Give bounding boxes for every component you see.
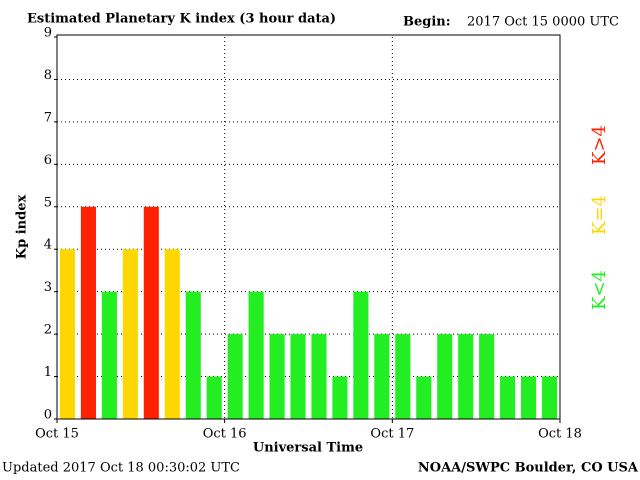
bar bbox=[227, 334, 243, 419]
bar bbox=[269, 334, 285, 419]
bar bbox=[101, 291, 117, 419]
x-axis-label: Universal Time bbox=[253, 441, 363, 456]
bar bbox=[395, 334, 411, 419]
begin-value: 2017 Oct 15 0000 UTC bbox=[467, 15, 619, 30]
x-tick-label: Oct 16 bbox=[203, 427, 247, 442]
updated-label: Updated 2017 Oct 18 00:30:02 UTC bbox=[2, 461, 240, 476]
y-tick-label: 3 bbox=[44, 280, 52, 295]
bar bbox=[80, 206, 96, 419]
begin-label: Begin: bbox=[403, 15, 451, 30]
source-label: NOAA/SWPC Boulder, CO USA bbox=[418, 461, 639, 476]
y-tick-label: 7 bbox=[44, 110, 52, 125]
chart-title: Estimated Planetary K index (3 hour data… bbox=[27, 12, 336, 27]
y-tick-label: 1 bbox=[44, 365, 52, 380]
y-tick-label: 4 bbox=[44, 238, 52, 253]
bar bbox=[458, 334, 474, 419]
y-tick-label: 5 bbox=[44, 195, 52, 210]
y-tick-label: 0 bbox=[44, 408, 52, 423]
bar bbox=[500, 376, 516, 419]
bar bbox=[164, 249, 180, 419]
y-tick-label: 9 bbox=[44, 26, 52, 41]
bar bbox=[479, 334, 495, 419]
x-tick-label: Oct 15 bbox=[35, 427, 79, 442]
bar bbox=[416, 376, 432, 419]
x-tick-label: Oct 17 bbox=[370, 427, 414, 442]
bar bbox=[290, 334, 306, 419]
bar bbox=[248, 291, 264, 419]
bar bbox=[437, 334, 453, 419]
bar bbox=[206, 376, 222, 419]
bar bbox=[521, 376, 537, 419]
bar bbox=[353, 291, 369, 419]
bar bbox=[541, 376, 558, 419]
bar bbox=[143, 206, 159, 419]
bar bbox=[185, 291, 201, 419]
bar bbox=[122, 249, 138, 419]
legend-label: K=4 bbox=[589, 195, 610, 235]
y-axis-label: Kp index bbox=[15, 195, 30, 260]
plot-frame bbox=[56, 34, 561, 420]
bar bbox=[59, 249, 76, 419]
legend-label: K>4 bbox=[589, 125, 610, 165]
y-tick-label: 6 bbox=[44, 153, 52, 168]
legend-label: K<4 bbox=[589, 270, 610, 310]
bar bbox=[332, 376, 348, 419]
y-tick-label: 2 bbox=[44, 323, 52, 338]
bar bbox=[311, 334, 327, 419]
bar bbox=[374, 334, 390, 419]
y-tick-label: 8 bbox=[44, 68, 52, 83]
x-tick-label: Oct 18 bbox=[538, 427, 582, 442]
